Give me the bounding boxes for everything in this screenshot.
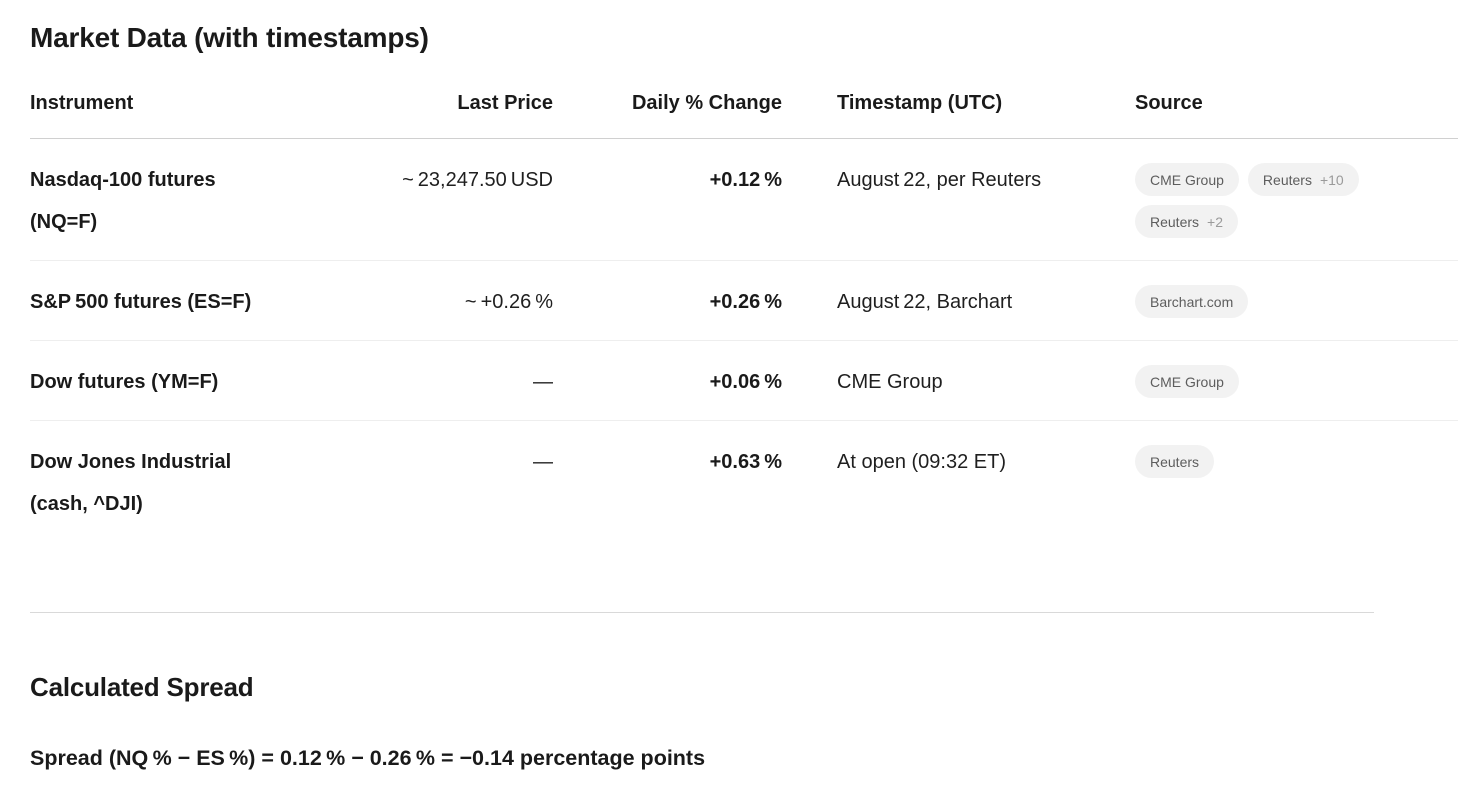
table-row: S&P 500 futures (ES=F) ~ +0.26 % +0.26 %…	[30, 261, 1458, 341]
timestamp-cell: August 22, per Reuters	[837, 169, 1042, 191]
source-badge[interactable]: Reuters +2	[1135, 205, 1238, 238]
source-cell: Reuters	[1135, 441, 1458, 478]
instrument-ticker: (cash, ^DJI)	[30, 493, 143, 515]
last-price-cell: ~ 23,247.50 USD	[402, 169, 553, 191]
instrument-cell: Dow futures (YM=F)	[30, 361, 360, 403]
last-price-cell: —	[533, 451, 553, 473]
source-badge-count: +2	[1207, 213, 1223, 230]
source-badge[interactable]: Reuters	[1135, 445, 1215, 478]
instrument-cell: Dow Jones Industrial (cash, ^DJI)	[30, 441, 360, 525]
table-row: Dow Jones Industrial (cash, ^DJI) — +0.6…	[30, 421, 1458, 542]
daily-change-cell: +0.06 %	[709, 371, 782, 393]
col-header-timestamp: Timestamp (UTC)	[837, 92, 1003, 114]
source-cell: CME Group Reuters +10 Reuters +2	[1135, 159, 1458, 238]
page-title: Market Data (with timestamps)	[30, 22, 429, 53]
market-data-table: Instrument Last Price Daily % Change Tim…	[30, 56, 1458, 542]
source-badge-label: Reuters	[1150, 213, 1200, 230]
col-header-last-price: Last Price	[457, 92, 553, 114]
source-badge[interactable]: CME Group	[1135, 163, 1239, 196]
source-cell: CME Group	[1135, 361, 1458, 398]
last-price-cell: —	[533, 371, 553, 393]
source-badge[interactable]: CME Group	[1135, 365, 1239, 398]
source-badge-label: Barchart.com	[1150, 293, 1234, 310]
source-badge-label: CME Group	[1150, 373, 1224, 390]
market-data-page: Market Data (with timestamps) Instrument…	[30, 20, 1458, 773]
col-header-source: Source	[1135, 92, 1203, 114]
daily-change-cell: +0.63 %	[709, 451, 782, 473]
col-header-daily-change: Daily % Change	[631, 92, 782, 114]
timestamp-cell: At open (09:32 ET)	[837, 451, 1006, 473]
spread-section-title: Calculated Spread	[30, 672, 254, 702]
instrument-ticker: (NQ=F)	[30, 211, 98, 233]
table-row: Nasdaq-100 futures (NQ=F) ~ 23,247.50 US…	[30, 139, 1458, 261]
spread-formula: Spread (NQ % − ES %) = 0.12 % − 0.26 % =…	[30, 746, 706, 770]
source-badge[interactable]: Barchart.com	[1135, 285, 1249, 318]
instrument-cell: S&P 500 futures (ES=F)	[30, 281, 360, 323]
source-badge-count: +10	[1319, 171, 1344, 188]
instrument-name: Nasdaq-100 futures	[30, 169, 216, 191]
daily-change-cell: +0.26 %	[709, 291, 782, 313]
source-badge-label: Reuters	[1150, 453, 1200, 470]
source-badge-label: CME Group	[1150, 171, 1224, 188]
timestamp-cell: CME Group	[837, 371, 943, 393]
table-header-row: Instrument Last Price Daily % Change Tim…	[30, 56, 1458, 139]
daily-change-cell: +0.12 %	[709, 169, 782, 191]
instrument-name: Dow futures (YM=F)	[30, 371, 219, 393]
instrument-name: Dow Jones Industrial	[30, 451, 232, 473]
source-cell: Barchart.com	[1135, 281, 1458, 318]
col-header-instrument: Instrument	[30, 92, 134, 114]
last-price-cell: ~ +0.26 %	[464, 291, 553, 313]
section-divider	[30, 612, 1374, 613]
timestamp-cell: August 22, Barchart	[837, 291, 1013, 313]
table-row: Dow futures (YM=F) — +0.06 % CME Group C…	[30, 341, 1458, 421]
instrument-cell: Nasdaq-100 futures (NQ=F)	[30, 159, 360, 243]
instrument-name: S&P 500 futures (ES=F)	[30, 291, 252, 313]
source-badge[interactable]: Reuters +10	[1247, 163, 1359, 196]
source-badge-label: Reuters	[1262, 171, 1312, 188]
